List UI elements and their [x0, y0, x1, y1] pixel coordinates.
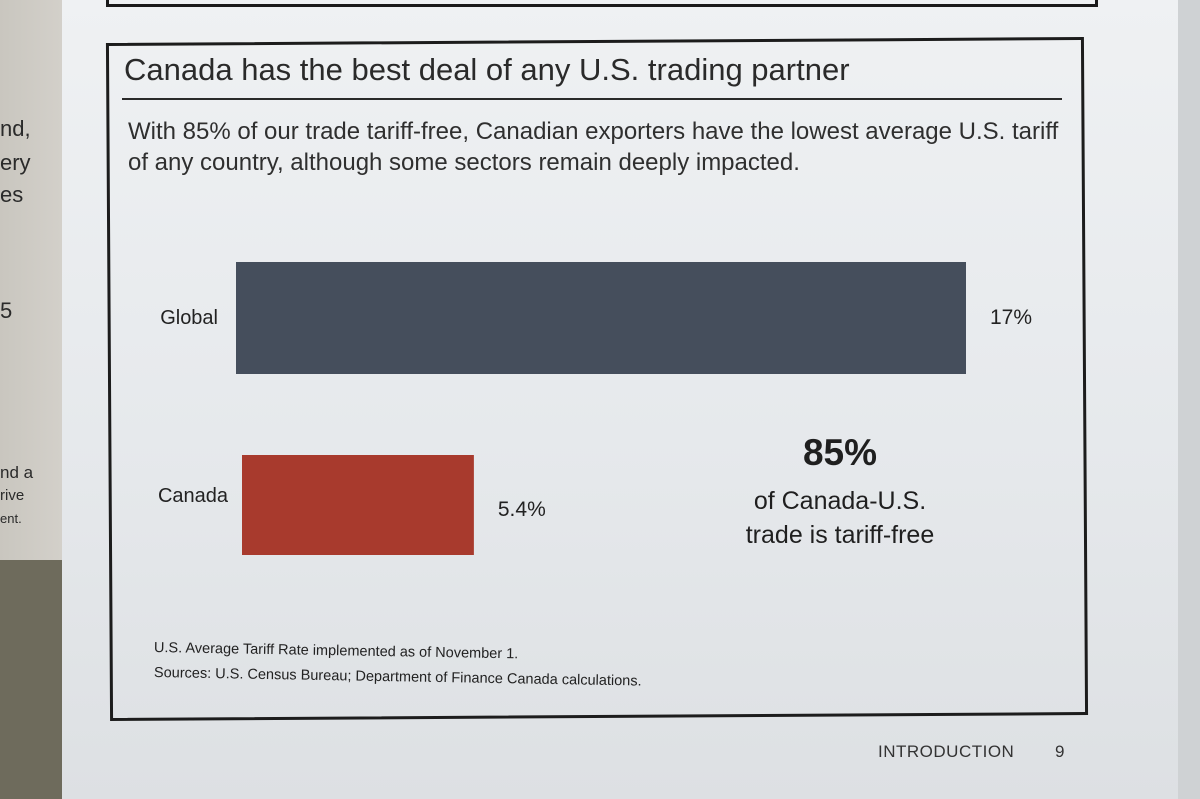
callout-line-2: trade is tariff-free [745, 521, 935, 549]
chart-title: Canada has the best deal of any U.S. tra… [124, 52, 850, 87]
page-edge [1178, 0, 1200, 799]
bar-global [236, 262, 966, 374]
previous-figure-frame [106, 0, 1098, 7]
callout-text: of Canada-U.S. trade is tariff-free [700, 484, 980, 552]
category-label-global: Global [160, 307, 218, 329]
book-page [62, 0, 1200, 799]
value-label-canada: 5.4% [498, 498, 546, 521]
left-page-fragment: ery [0, 150, 31, 175]
callout-line-1: of Canada-U.S. [753, 487, 927, 515]
callout-value: 85% [802, 432, 878, 473]
title-divider [122, 98, 1062, 100]
left-page-fragment: rive [0, 487, 25, 504]
footer-section-label: INTRODUCTION [878, 742, 1015, 761]
footer-page-number: 9 [1055, 742, 1065, 761]
left-page-fragment: nd a [0, 463, 34, 482]
bar-canada [242, 455, 474, 555]
value-label-global: 17% [990, 306, 1032, 329]
bar-group: Global 17% Canada 5.4% [158, 262, 1032, 555]
left-page-fragment: nd, [0, 116, 31, 141]
left-page-fragment: ent. [0, 511, 22, 526]
left-page-fragment: es [0, 182, 24, 207]
left-page-fragment: 5 [0, 298, 13, 323]
chart-subtitle: With 85% of our trade tariff-free, Canad… [128, 118, 1059, 176]
category-label-canada: Canada [158, 485, 229, 507]
